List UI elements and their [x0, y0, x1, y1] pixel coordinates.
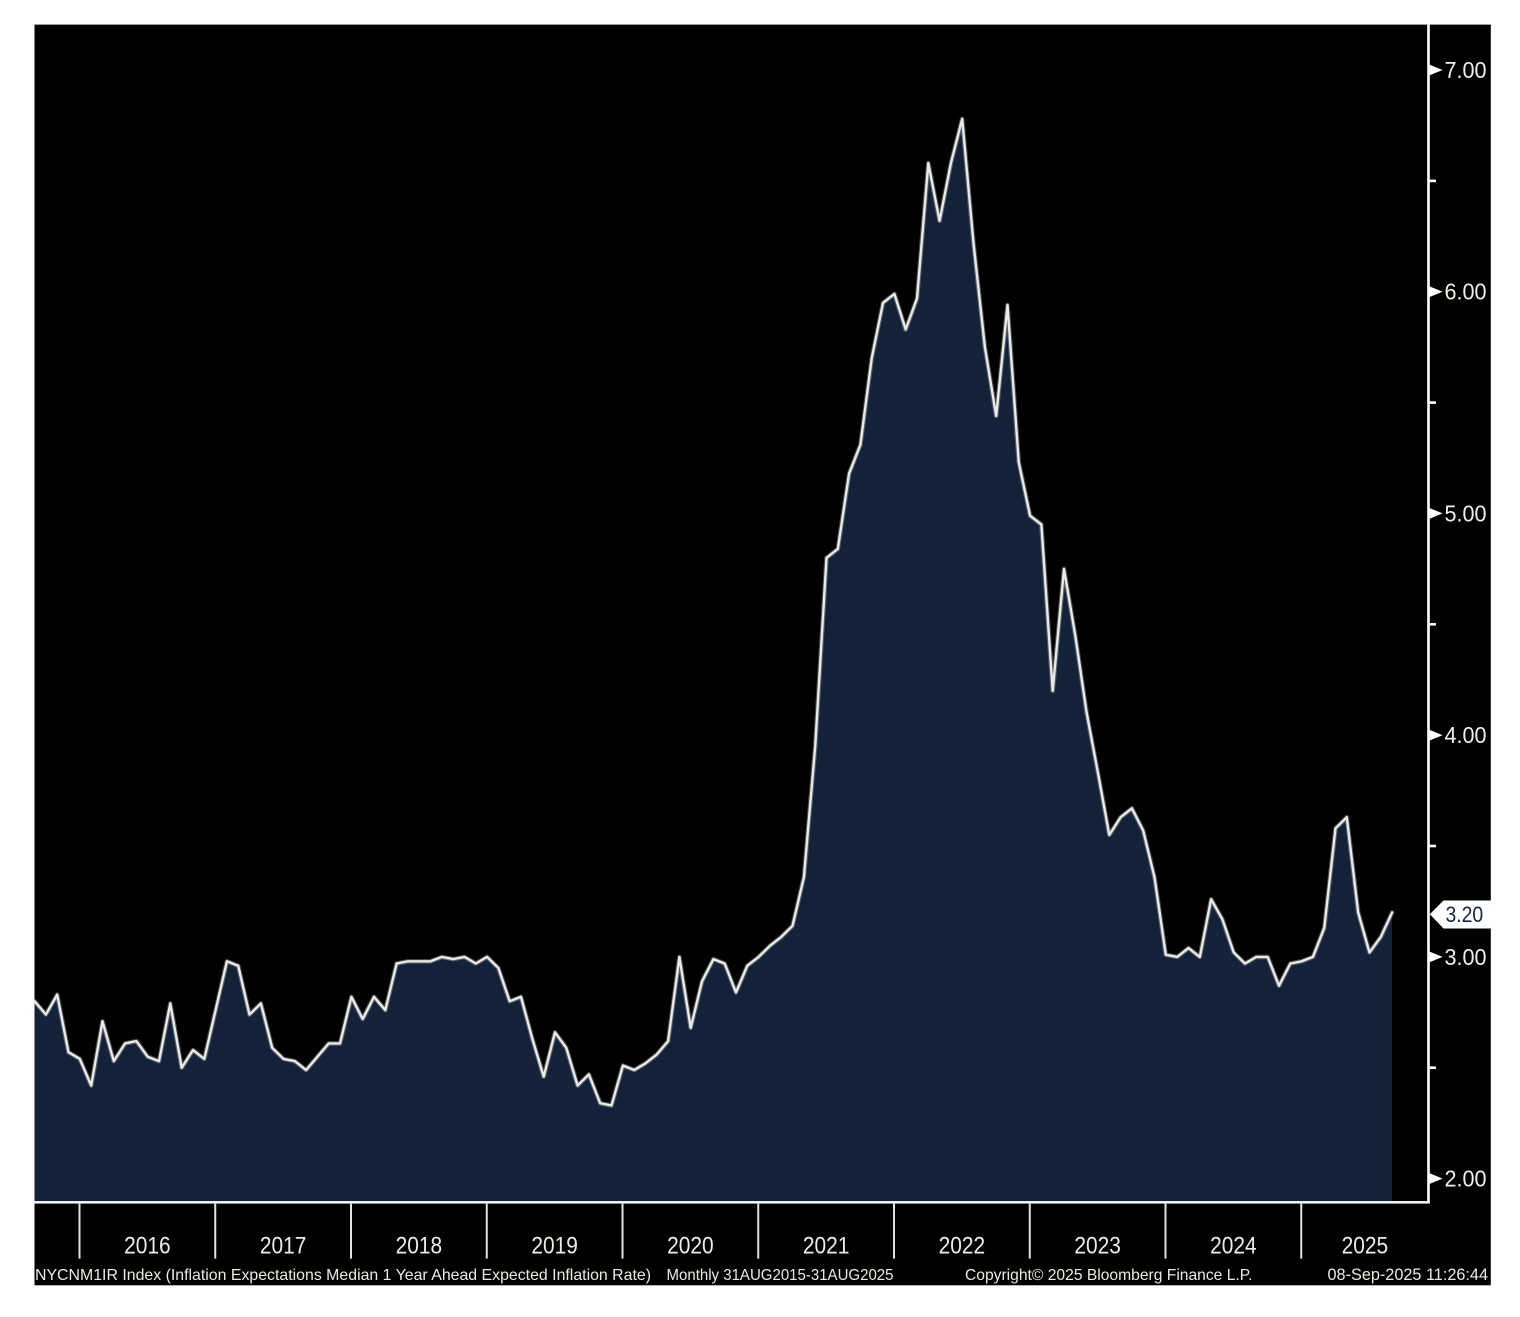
- svg-text:2018: 2018: [396, 1233, 443, 1260]
- svg-text:2017: 2017: [260, 1233, 307, 1260]
- svg-text:2016: 2016: [124, 1233, 171, 1260]
- svg-text:2021: 2021: [803, 1233, 850, 1260]
- svg-text:Copyright© 2025 Bloomberg Fina: Copyright© 2025 Bloomberg Finance L.P.: [965, 1267, 1253, 1284]
- svg-text:2.00: 2.00: [1445, 1166, 1487, 1192]
- svg-text:2020: 2020: [667, 1233, 714, 1260]
- svg-text:3.00: 3.00: [1445, 944, 1487, 970]
- svg-text:2019: 2019: [531, 1233, 578, 1260]
- svg-text:7.00: 7.00: [1445, 57, 1487, 83]
- svg-text:Monthly 31AUG2015-31AUG2025: Monthly 31AUG2015-31AUG2025: [667, 1267, 894, 1284]
- svg-text:5.00: 5.00: [1445, 500, 1487, 526]
- svg-text:4.00: 4.00: [1445, 722, 1487, 748]
- svg-text:6.00: 6.00: [1445, 279, 1487, 305]
- svg-text:2023: 2023: [1074, 1233, 1121, 1260]
- svg-text:3.20: 3.20: [1446, 902, 1484, 927]
- svg-text:NYCNM1IR Index (Inflation Expe: NYCNM1IR Index (Inflation Expectations M…: [35, 1267, 651, 1284]
- svg-text:2024: 2024: [1210, 1233, 1257, 1260]
- svg-text:2025: 2025: [1342, 1233, 1389, 1260]
- svg-text:08-Sep-2025 11:26:44: 08-Sep-2025 11:26:44: [1328, 1266, 1489, 1284]
- svg-text:2022: 2022: [939, 1233, 986, 1260]
